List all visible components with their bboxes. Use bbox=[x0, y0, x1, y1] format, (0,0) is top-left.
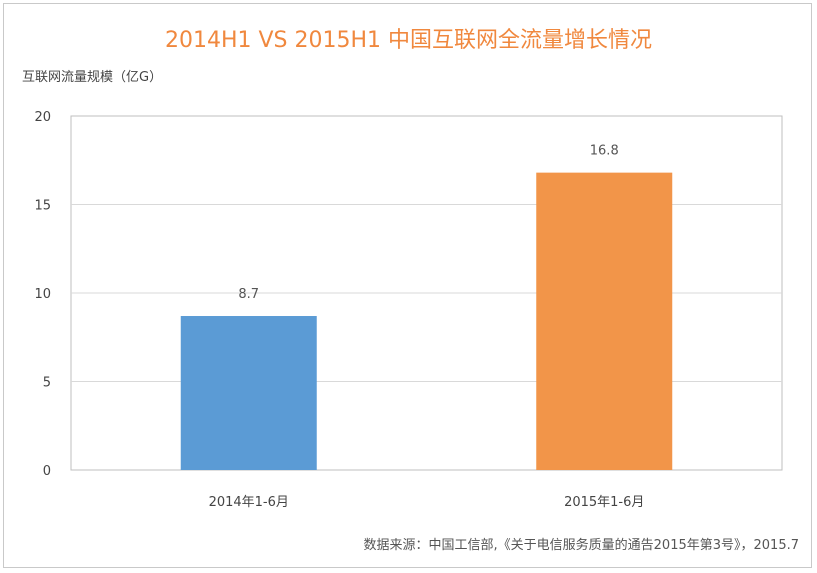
x-category-label: 2014年1-6月 bbox=[209, 495, 289, 510]
y-axis-label: 互联网流量规模（亿G） bbox=[22, 70, 163, 85]
bar bbox=[180, 316, 317, 470]
x-category-label: 2015年1-6月 bbox=[564, 495, 644, 510]
y-tick-label: 10 bbox=[34, 287, 51, 302]
y-tick-label: 5 bbox=[43, 376, 51, 391]
bars bbox=[180, 172, 673, 470]
gridlines bbox=[70, 115, 783, 471]
y-tick-label: 0 bbox=[43, 464, 51, 479]
source-note: 数据来源：中国工信部,《关于电信服务质量的通告2015年第3号》，2015.7 bbox=[363, 538, 799, 553]
chart-title: 2014H1 VS 2015H1 中国互联网全流量增长情况 bbox=[164, 28, 653, 53]
y-axis-ticks: 0 5 10 15 20 bbox=[34, 110, 51, 479]
y-tick-label: 15 bbox=[34, 199, 51, 214]
data-labels: 8.7 16.8 bbox=[238, 144, 618, 302]
y-tick-label: 20 bbox=[34, 110, 51, 125]
data-label: 8.7 bbox=[238, 287, 259, 302]
x-axis-categories: 2014年1-6月 2015年1-6月 bbox=[209, 495, 645, 510]
chart-frame bbox=[3, 3, 812, 568]
bar bbox=[536, 172, 673, 470]
data-label: 16.8 bbox=[590, 144, 619, 159]
